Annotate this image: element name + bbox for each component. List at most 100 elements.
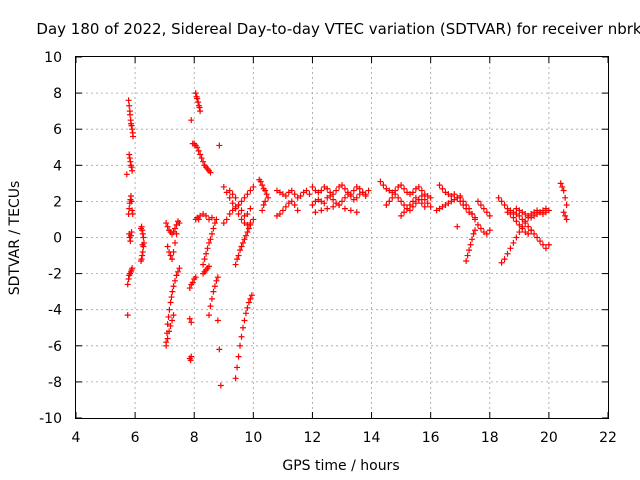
data-point <box>356 185 363 192</box>
data-point <box>359 189 366 196</box>
data-point <box>124 281 131 288</box>
data-point <box>539 241 546 248</box>
data-point <box>244 304 251 311</box>
data-point <box>248 292 255 299</box>
data-point <box>350 187 357 194</box>
series-t7.9c <box>186 353 195 364</box>
data-point <box>213 277 220 284</box>
data-point <box>318 187 325 194</box>
data-point <box>242 310 249 317</box>
data-point <box>534 234 541 241</box>
data-point <box>235 353 242 360</box>
data-point <box>395 194 402 201</box>
data-point <box>398 182 405 189</box>
series-t5.8e <box>124 265 136 288</box>
data-point <box>353 194 360 201</box>
series-t9.2 <box>220 183 257 228</box>
data-point <box>126 102 133 109</box>
data-point <box>167 299 174 306</box>
data-point <box>259 207 266 214</box>
data-point <box>242 232 249 239</box>
data-point <box>383 202 390 209</box>
data-point <box>288 187 295 194</box>
x-tick-label: 22 <box>599 430 617 446</box>
data-point <box>463 202 470 209</box>
data-point <box>250 216 257 223</box>
series-t9.7 <box>232 292 255 382</box>
data-point <box>341 194 348 201</box>
series-t5.8b <box>126 151 136 174</box>
data-point <box>245 225 252 232</box>
data-point <box>427 203 434 210</box>
data-point <box>477 202 484 209</box>
data-point <box>469 211 476 218</box>
data-point <box>392 191 399 198</box>
data-point <box>172 239 179 246</box>
series-t8.1 <box>192 90 204 115</box>
data-point <box>186 315 193 322</box>
data-point <box>201 256 208 263</box>
data-point <box>189 279 196 286</box>
data-point <box>217 382 224 389</box>
data-point <box>210 288 217 295</box>
data-point <box>176 220 183 227</box>
y-tick-label: -8 <box>48 375 62 391</box>
data-point <box>333 187 340 194</box>
data-point <box>262 187 269 194</box>
data-point <box>516 221 523 228</box>
data-point <box>398 212 405 219</box>
x-tick-label: 6 <box>131 430 140 446</box>
data-point <box>260 202 267 209</box>
data-point <box>238 207 245 214</box>
data-point <box>170 248 177 255</box>
series-t9.1 <box>220 183 257 227</box>
x-tick-label: 16 <box>422 430 440 446</box>
data-point <box>474 221 481 228</box>
data-point <box>235 202 242 209</box>
data-point <box>498 259 505 266</box>
data-point <box>244 211 251 218</box>
data-point <box>436 182 443 189</box>
data-point <box>239 239 246 246</box>
data-point <box>129 265 136 272</box>
data-point <box>192 90 199 97</box>
y-tick-label: -4 <box>48 303 62 319</box>
data-point <box>562 194 569 201</box>
data-point <box>288 198 295 205</box>
data-point <box>195 99 202 106</box>
data-point <box>559 183 566 190</box>
data-point <box>244 191 251 198</box>
data-point <box>398 198 405 205</box>
series-t12.5c <box>312 202 360 216</box>
grid-lines <box>76 57 608 418</box>
data-point <box>415 196 422 203</box>
series-t17.6 <box>474 198 493 219</box>
data-point <box>237 247 244 254</box>
data-point <box>238 243 245 250</box>
data-point <box>247 295 254 302</box>
data-point <box>192 274 199 281</box>
data-point <box>472 216 478 223</box>
data-point <box>226 211 233 218</box>
data-point <box>188 117 195 124</box>
data-point <box>200 158 207 165</box>
data-point <box>172 225 179 232</box>
data-point <box>542 245 549 252</box>
data-point <box>186 285 193 292</box>
series-t7.1 <box>163 218 183 263</box>
data-point <box>560 209 567 216</box>
data-point <box>129 167 136 174</box>
data-point <box>327 192 334 199</box>
series-t11.0 <box>273 198 301 219</box>
y-tick-label: 10 <box>44 50 62 66</box>
data-point <box>164 335 171 342</box>
data-point <box>341 185 348 192</box>
data-point <box>241 236 248 243</box>
data-point <box>174 268 181 275</box>
data-point <box>204 245 211 252</box>
data-point <box>238 216 245 223</box>
data-point <box>467 241 474 248</box>
data-point <box>188 353 195 360</box>
data-point <box>229 200 236 207</box>
